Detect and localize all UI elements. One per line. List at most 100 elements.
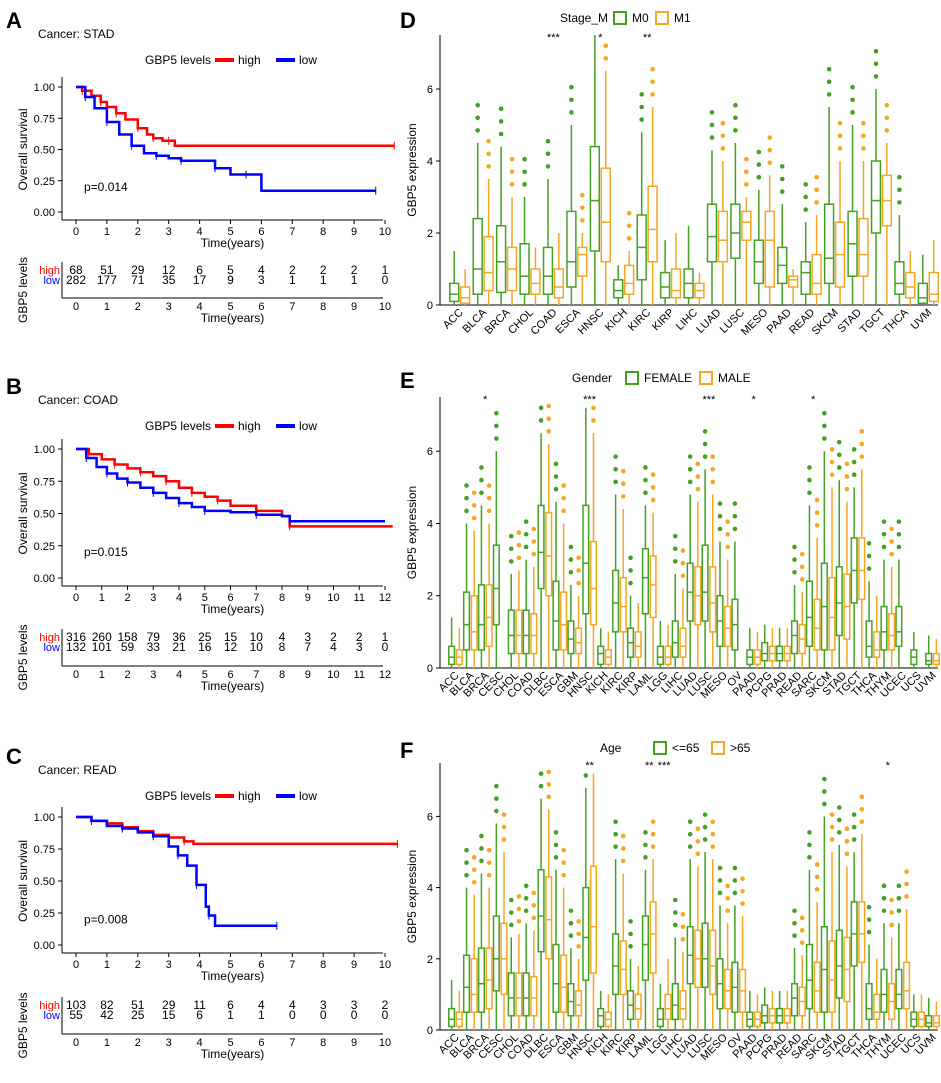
outlier [479, 833, 484, 839]
outlier [471, 503, 477, 508]
outlier [613, 479, 618, 485]
box-<=65 [805, 943, 814, 1010]
box->65 [515, 972, 523, 1017]
box-<=65 [597, 1007, 605, 1028]
outlier [896, 532, 902, 537]
risk-table-ylabel: GBP5 levels [16, 624, 30, 690]
y-tick-label: 0.25 [34, 908, 55, 920]
outlier [650, 819, 656, 825]
box-FEMALE [492, 544, 500, 626]
outlier [859, 794, 865, 800]
outlier [897, 200, 902, 205]
y-tick-label: 6 [427, 811, 433, 823]
outlier [568, 544, 574, 550]
outlier [553, 486, 559, 492]
outlier [744, 182, 749, 187]
risk-count: 2 [351, 263, 358, 277]
box-FEMALE [477, 584, 486, 651]
outlier [501, 812, 507, 817]
outlier [620, 494, 626, 499]
outlier [851, 812, 857, 817]
category-READ: READ [787, 174, 822, 337]
risk-count: 4 [289, 998, 296, 1012]
risk-count: 0 [351, 1008, 358, 1022]
y-tick-label: 0 [427, 300, 433, 312]
outlier [687, 454, 693, 459]
chart-title: Cancer: READ [38, 763, 117, 777]
outlier [628, 944, 633, 949]
box-FEMALE [835, 566, 843, 637]
x-tick-label: 6 [258, 226, 264, 238]
box-MALE [888, 613, 896, 651]
risk-count: 132 [66, 640, 86, 654]
outlier [844, 474, 850, 479]
outlier [553, 842, 559, 848]
category-label: COAD [529, 307, 560, 338]
risk-x-axis-label: Time(years) [201, 311, 265, 325]
outlier [702, 429, 708, 434]
outlier [561, 508, 566, 514]
box-FEMALE [462, 591, 471, 651]
y-tick-label: 0.25 [34, 541, 55, 553]
outlier [479, 477, 484, 483]
y-tick-label: 0.75 [34, 844, 55, 856]
outlier [568, 908, 574, 914]
outlier [732, 526, 738, 532]
significance-mark: ** [643, 32, 652, 44]
outlier [861, 120, 866, 126]
outlier [561, 872, 566, 878]
outlier [523, 532, 529, 537]
y-axis-label: GBP5 expression [405, 123, 419, 216]
risk-count: 12 [224, 640, 238, 654]
outlier [881, 544, 887, 550]
box-FEMALE [790, 620, 799, 655]
outlier [464, 508, 469, 514]
risk-x-axis-label: Time(years) [201, 679, 265, 693]
x-tick-label: 2 [135, 959, 141, 971]
outlier [861, 133, 866, 139]
y-axis-label: GBP5 expression [405, 486, 419, 579]
box-M0 [870, 160, 882, 234]
outlier [884, 102, 890, 108]
risk-count: 5 [227, 263, 234, 277]
risk-count: 6 [227, 998, 234, 1012]
box-<=65 [462, 954, 471, 1013]
box-M1 [459, 286, 471, 304]
box-M0 [706, 203, 718, 263]
outlier [486, 138, 491, 144]
legend-title: GBP5 levels [145, 789, 211, 803]
outlier [509, 182, 515, 187]
outlier [756, 174, 762, 180]
outlier [792, 544, 797, 550]
legend: GBP5 levels high low [145, 53, 317, 67]
risk-x-tick-label: 5 [227, 301, 233, 313]
risk-x-tick-label: 2 [135, 301, 141, 313]
box-FEMALE [507, 609, 515, 655]
outlier [568, 933, 574, 938]
outlier [859, 441, 865, 447]
outlier [639, 92, 644, 97]
box-M1 [764, 210, 775, 288]
outlier [643, 855, 648, 860]
outlier [844, 486, 850, 492]
outlier [904, 869, 909, 874]
risk-x-tick-label: 3 [150, 669, 156, 681]
box->65 [724, 968, 732, 1010]
outlier [732, 878, 738, 883]
outlier [710, 466, 716, 472]
outlier [576, 555, 581, 561]
outlier [576, 931, 581, 937]
p-value: p=0.014 [84, 180, 128, 194]
risk-x-tick-label: 8 [320, 1037, 326, 1049]
y-tick-label: 4 [427, 518, 433, 530]
outlier [672, 559, 678, 564]
outlier [803, 194, 808, 200]
legend-swatch-1 [699, 371, 713, 385]
risk-x-tick-label: 3 [166, 301, 172, 313]
category-LUSC: LUSC [686, 812, 717, 1061]
outlier [546, 782, 552, 787]
outlier [639, 117, 644, 122]
legend-title: GBP5 levels [145, 419, 211, 433]
box-MALE [932, 652, 940, 666]
